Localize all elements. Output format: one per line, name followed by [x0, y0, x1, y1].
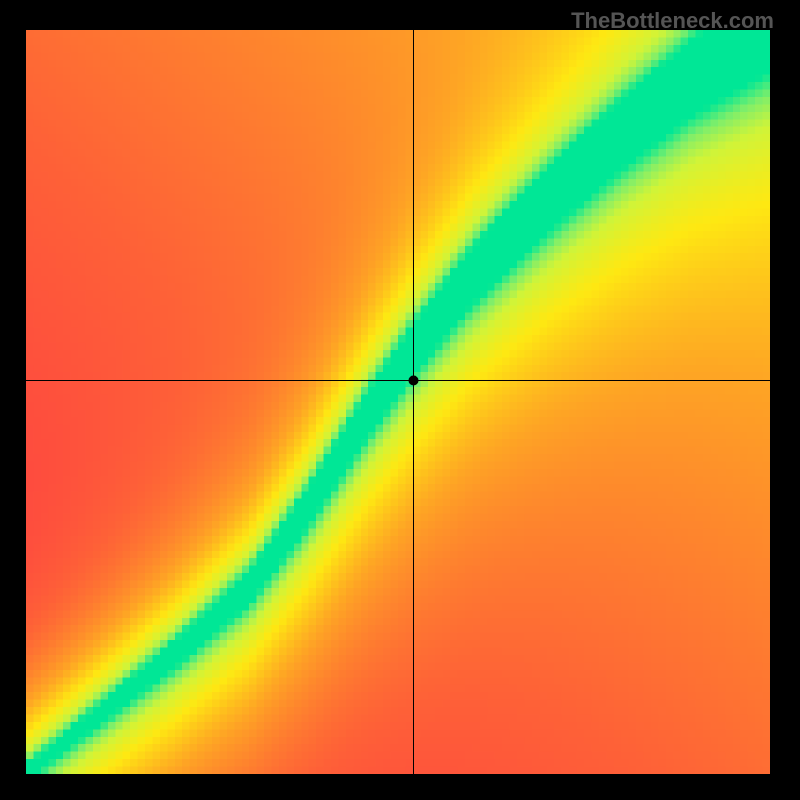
crosshair-overlay: [26, 30, 770, 774]
watermark-text: TheBottleneck.com: [571, 8, 774, 34]
chart-container: TheBottleneck.com: [0, 0, 800, 800]
